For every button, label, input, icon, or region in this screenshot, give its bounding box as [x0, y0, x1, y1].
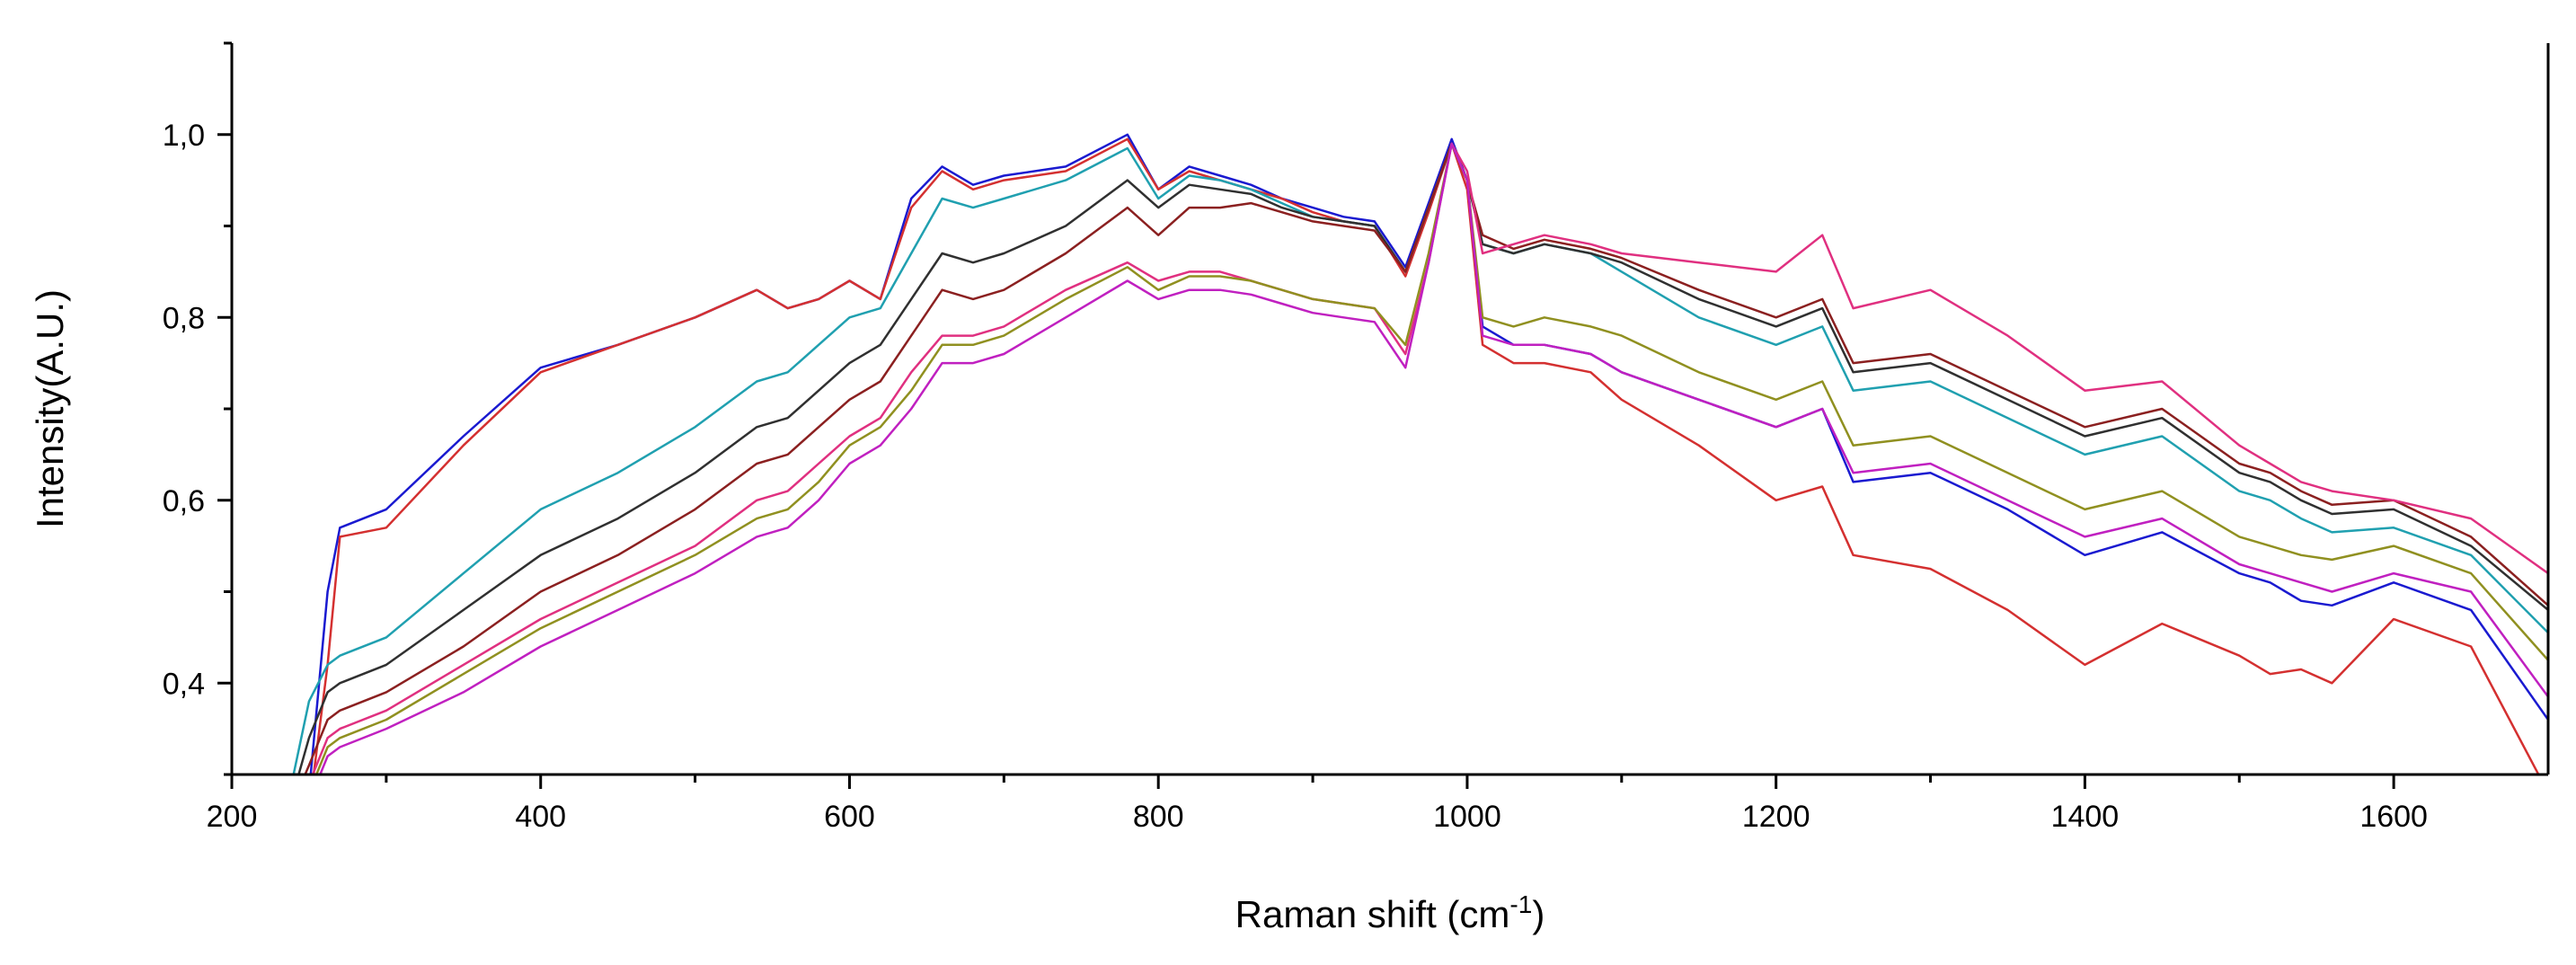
x-ticks: 200 400 600 800 1000 1200 1400 1600	[207, 775, 2428, 834]
x-axis-title: Raman shift (cm-1)	[1235, 890, 1545, 935]
x-axis-title-end: )	[1532, 893, 1545, 935]
series-line-3	[292, 142, 2548, 775]
y-tick-label: 0,4	[163, 667, 205, 701]
series-line-8	[318, 142, 2548, 775]
x-tick-label: 400	[515, 800, 566, 834]
x-tick-label: 1400	[2051, 800, 2120, 834]
y-tick-label: 0,8	[163, 301, 205, 335]
x-axis-title-main: Raman shift (cm	[1235, 893, 1510, 935]
series-line-1	[309, 133, 2548, 775]
series-line-6	[311, 142, 2548, 775]
x-tick-label: 1600	[2359, 800, 2428, 834]
series-line-7	[314, 142, 2548, 775]
y-tick-label: 0,6	[163, 484, 205, 518]
y-axis-title: Intensity(A.U.)	[29, 289, 71, 528]
series-group	[292, 133, 2548, 775]
series-line-4	[297, 142, 2548, 775]
series-line-5	[304, 142, 2548, 775]
x-tick-label: 1000	[1433, 800, 1501, 834]
axes	[230, 43, 2550, 776]
x-tick-label: 1200	[1742, 800, 1810, 834]
x-tick-label: 200	[207, 800, 258, 834]
x-tick-label: 800	[1133, 800, 1184, 834]
x-axis-title-superscript: -1	[1509, 890, 1532, 918]
series-line-2	[312, 137, 2540, 775]
x-tick-label: 600	[824, 800, 875, 834]
y-tick-label: 1,0	[163, 119, 205, 153]
y-ticks: 0,4 0,6 0,8 1,0	[163, 41, 232, 776]
